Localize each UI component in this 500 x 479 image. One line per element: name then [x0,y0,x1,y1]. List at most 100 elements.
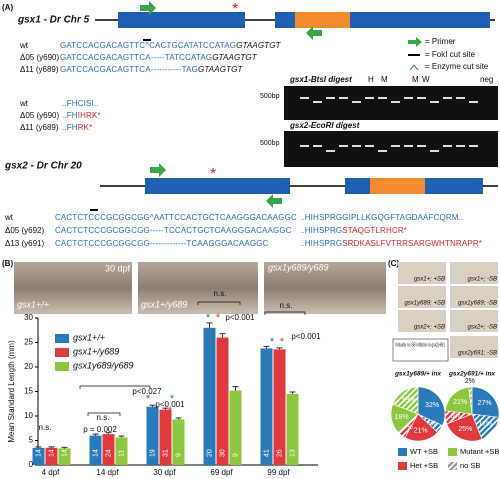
panel-a: (A) gsx1 - Dr Chr 5 * = Primer = FokI cu… [2,1,498,248]
primer-arrow [266,194,282,208]
gel-band [404,97,413,99]
legend-swatch [448,448,457,456]
gel-band [365,97,374,99]
bar [102,434,115,465]
fish-photo [264,262,386,314]
photo-label: gsx2y691; -SB [458,351,497,357]
annotation: p<0.001 [225,313,255,322]
legend-swatch [55,334,69,343]
legend-swatch [398,462,407,470]
gel-band [378,150,387,152]
n-label: 14 [61,449,68,457]
seq-name: Δ05 (y692) [5,226,44,235]
n-label: 14 [48,449,55,457]
bar [273,349,286,465]
seq-name: wt [19,41,29,50]
seq-part: RK* [78,123,93,132]
photo-label: gsx1+; +SB [414,277,445,283]
annotation: * [216,312,221,324]
photo-label: gsx2+; +SB [414,325,445,331]
legend-text: = Primer [425,37,456,46]
pie-slice [392,386,419,415]
gel-title: gsx1-BtsI digest [289,75,352,84]
bar [89,435,102,465]
legend-swatch [55,348,69,357]
sig-bracket [197,301,241,305]
seq-part: STAQGTLRHCR* [342,226,407,235]
photo-label: gsx1+/+ [17,299,49,309]
annotation: p = 0.002 [83,425,117,434]
note: Virtually no SB inflation in gsx2y691 [395,342,445,348]
gel-marker: 500bp [260,140,280,147]
primer-arrow [150,163,166,177]
bar [216,337,229,465]
primer-arrow [306,26,322,40]
bar [172,419,185,465]
seq-name: Δ13 (y691) [5,239,44,248]
bar [260,348,273,465]
lane: M [412,75,419,84]
seq-part: SRDKASLFVTRRSARGWHTNRAPR* [342,239,482,248]
pie-label: 17% [478,421,492,428]
gel [284,131,498,167]
annotation: p<0.001 [155,400,185,409]
n-label: 31 [162,449,169,457]
y-tick-label: 5 [29,436,34,445]
seq-name: wt [19,99,29,108]
sig-bracket [87,412,121,416]
pie-label: 2% [465,378,475,385]
annotation: * [206,312,211,324]
sequence: ..FHIHRK* [62,111,101,120]
legend-label: gsx1+/+ [73,332,105,342]
fish-photo [138,262,258,314]
gel-band [300,145,309,147]
pie-label: 32% [425,402,439,409]
seq-name: wt [4,213,14,222]
fish-photo [450,262,498,284]
gel-band [352,101,361,103]
gel-band [391,145,400,147]
y-tick-label: 20 [24,362,33,371]
fish-photo [398,262,446,284]
seq-part: CACTCTCCCGCGGCGG^AATTCCACTGCTCAAGGGACAAG… [55,213,297,222]
pie-label: 19% [402,397,416,404]
pie-label: 25% [458,426,472,433]
pie-slice [404,413,439,442]
homeobox [295,12,350,28]
fish-photo [398,310,446,332]
sequence: ..FHCISI.. [62,99,99,108]
bar [229,390,242,465]
note-box [392,338,449,362]
legend-label: Mutant +SB [460,447,499,456]
photo-label: gsx1y689; +SB [404,301,445,307]
panel-b: (B) 30 dpf gsx1+/+ gsx1+/y689 gsx1y689/y… [2,259,386,477]
seq-part: CACTCTCCCGCGGCGG-----TCCACTGCTCAAGGGACAA… [55,226,292,235]
sig-bracket [264,311,306,315]
legend-swatch [398,448,407,456]
legend-swatch [448,462,457,470]
panel-c: (C) gsx1+; +SB gsx1+; -SB gsx1y689; +SB gsx… [388,259,499,470]
gel-band [469,101,478,103]
panel-label: (C) [388,259,399,268]
gel-band [326,97,335,99]
gel-band [404,145,413,147]
gel-band [456,145,465,147]
photo-label: gsx2+; -SB [467,325,497,331]
fish-photo [398,286,446,308]
gel-band [365,145,374,147]
photo-label: gsx1+; -SB [467,277,497,283]
y-tick-label: 15 [24,387,33,396]
gel-band [417,97,426,99]
bar [58,448,71,465]
legend-label: gsx1+/y689 [73,346,119,356]
annotation: * [270,336,275,348]
gel-band [339,145,348,147]
seq-part: ..HIHSPRG [300,226,342,235]
annotation: p<0.001 [291,332,321,341]
gel-band [326,150,335,152]
legend-label: no SB [460,461,480,470]
bar [286,393,299,465]
gel-band [313,101,322,103]
lane: neg [480,75,493,84]
